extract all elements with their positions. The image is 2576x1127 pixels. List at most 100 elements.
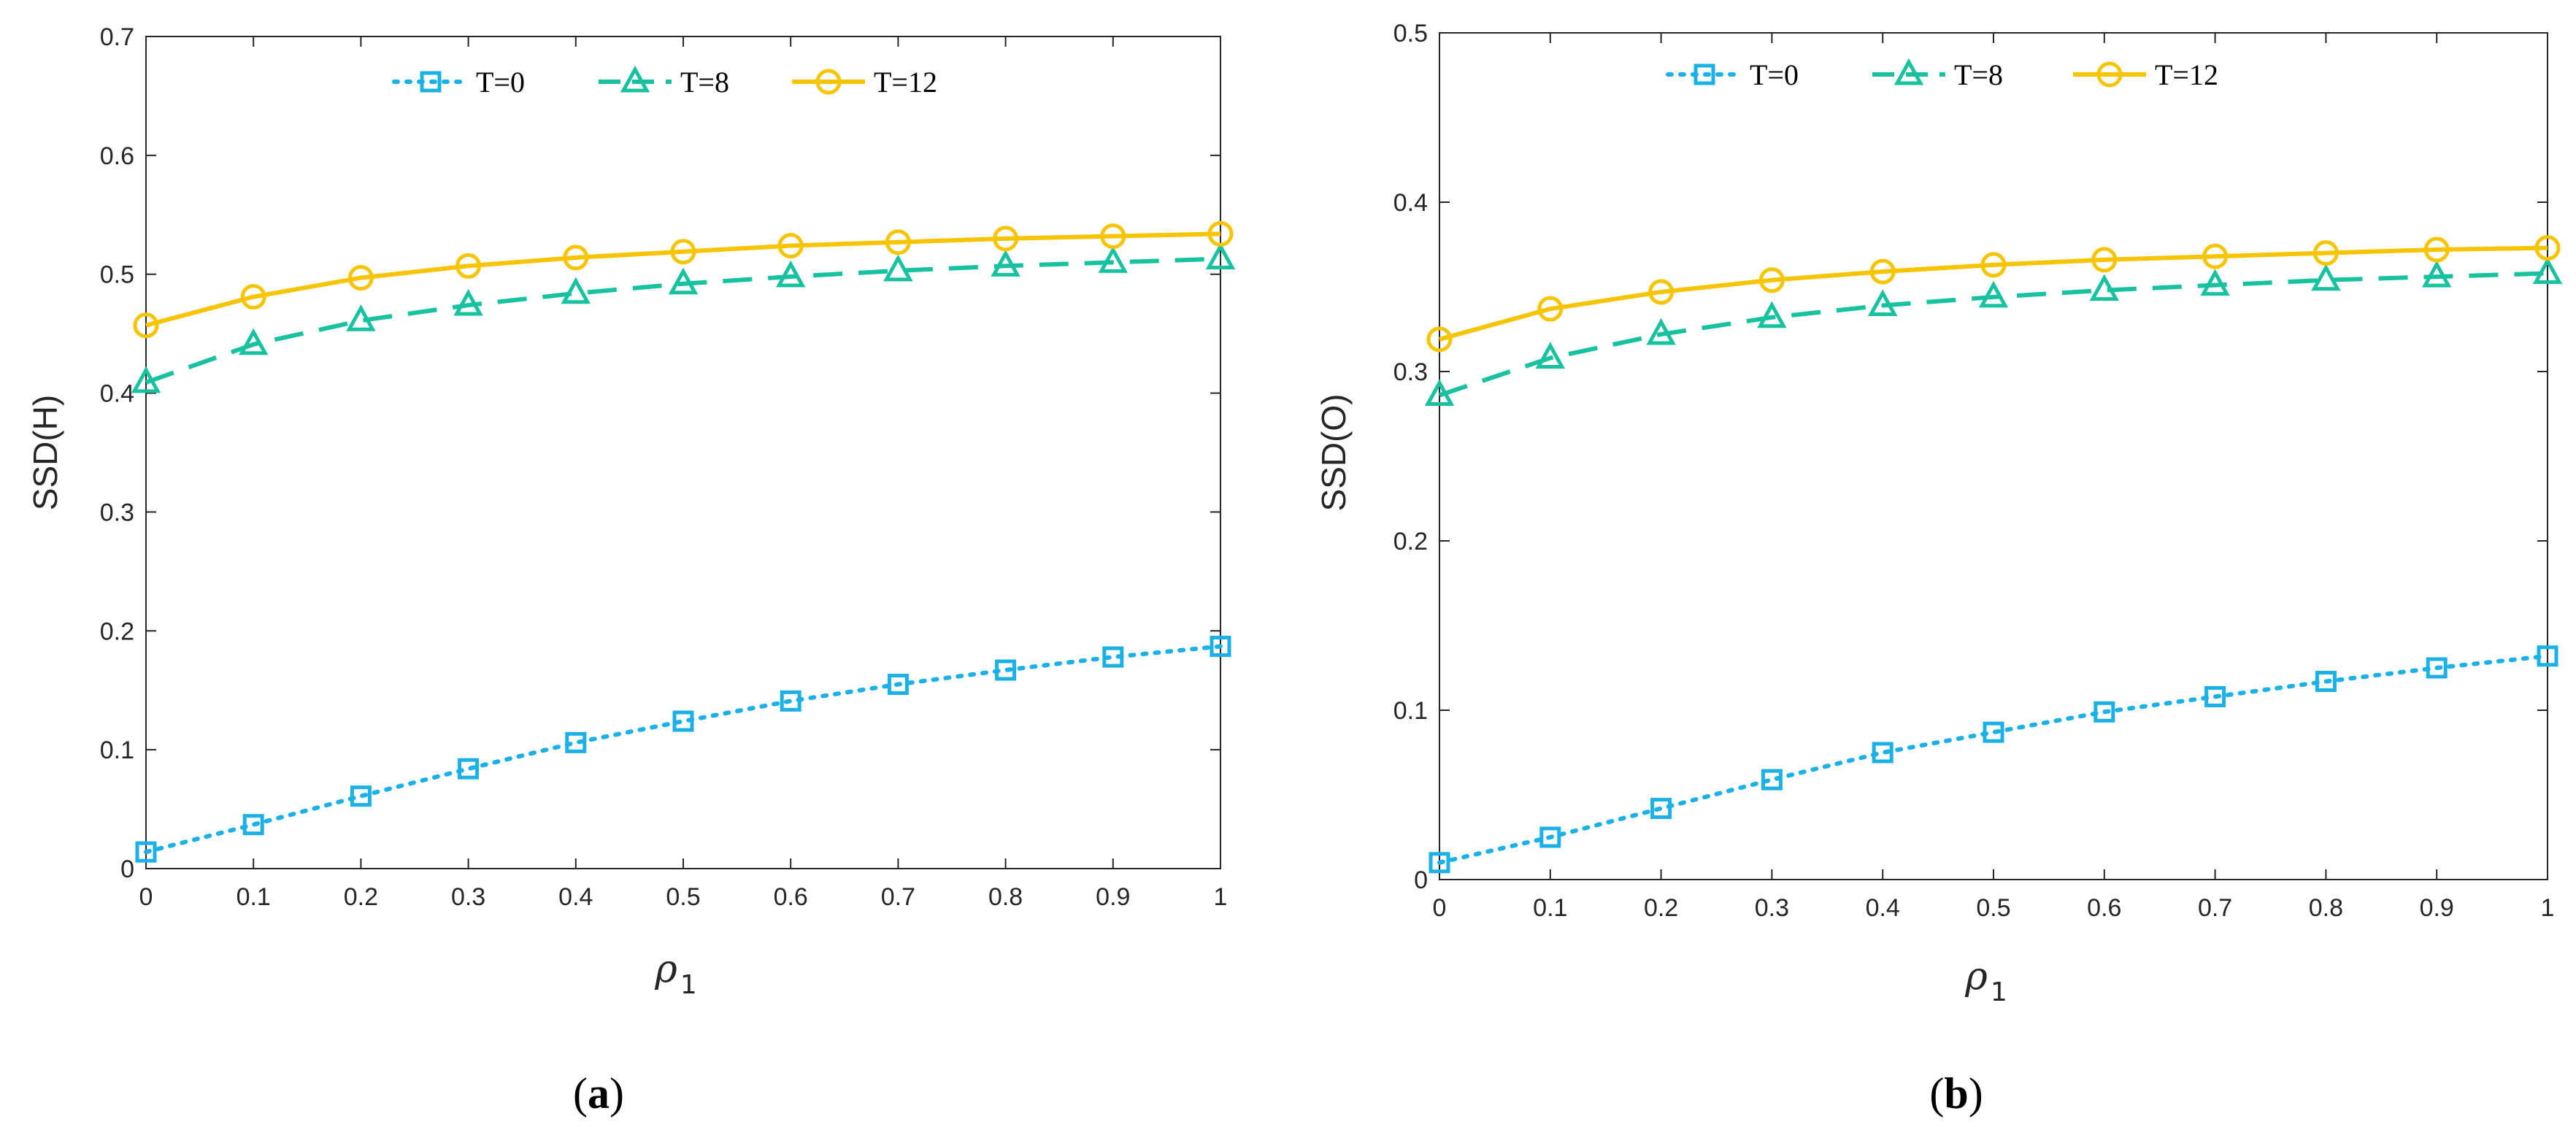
data-point: [1102, 646, 1124, 668]
data-point: [346, 304, 376, 331]
data-point: [2312, 240, 2339, 266]
data-point: [1539, 826, 1561, 848]
data-point: [2091, 247, 2118, 273]
x-tick-label: 0.5: [1976, 894, 2010, 922]
series-t-0: [135, 635, 1231, 863]
data-point: [2200, 269, 2230, 296]
caption: (b): [1929, 1069, 1983, 1118]
data-point: [2423, 236, 2450, 263]
x-axis-label-symbol: ρ: [1964, 955, 1988, 999]
data-point: [1207, 220, 1234, 247]
data-point: [2311, 264, 2341, 291]
series-t-8: [1424, 257, 2563, 406]
legend-marker: [620, 65, 650, 93]
data-point: [133, 312, 159, 339]
data-point: [780, 690, 801, 712]
series-line: [1439, 245, 2548, 342]
data-point: [2534, 235, 2561, 261]
data-point: [993, 226, 1019, 252]
x-tick-label: 0: [139, 883, 153, 911]
data-point: [242, 814, 264, 836]
data-point: [2426, 657, 2448, 679]
data-point: [1429, 852, 1450, 874]
x-tick-label: 0: [1433, 894, 1447, 922]
x-tick-label: 0.8: [988, 883, 1023, 911]
y-tick-label: 0.2: [1393, 528, 1428, 555]
x-tick-label: 0.7: [881, 883, 915, 911]
data-point: [1757, 301, 1787, 328]
data-point: [672, 710, 694, 732]
data-point: [1980, 252, 2007, 278]
data-point: [1424, 379, 1455, 406]
x-tick-label: 0.2: [344, 883, 378, 911]
y-tick-label: 0.5: [100, 261, 134, 289]
series-line: [145, 231, 1221, 328]
data-point: [1646, 318, 1676, 345]
legend-marker: [2096, 61, 2123, 88]
legend-marker: [420, 71, 442, 93]
data-point: [1867, 289, 1898, 317]
data-point: [885, 229, 911, 255]
x-tick-label: 0.6: [2087, 894, 2121, 922]
x-tick-label: 0.5: [666, 883, 700, 911]
series-t-8: [131, 242, 1236, 393]
data-point: [1098, 246, 1129, 273]
legend: T=0 T=8 T=12: [1666, 58, 2218, 91]
caption-close-paren: ): [610, 1069, 624, 1118]
data-point: [561, 277, 591, 304]
data-point: [563, 245, 589, 271]
data-point: [1761, 769, 1783, 791]
caption-open-paren: (: [1929, 1069, 1944, 1118]
series-line: [1437, 653, 2550, 865]
x-tick-label: 0.8: [2309, 894, 2343, 922]
data-point: [2202, 243, 2229, 269]
x-tick-label: 0.1: [237, 883, 271, 911]
data-point: [2204, 685, 2226, 707]
axes-box: [145, 36, 1221, 869]
data-point: [670, 239, 696, 265]
y-tick-label: 0: [120, 855, 134, 883]
data-point: [347, 265, 374, 291]
data-point: [2532, 257, 2563, 284]
legend-marker: [815, 69, 842, 95]
data-point: [1535, 342, 1566, 369]
data-point: [1650, 798, 1672, 820]
y-tick-label: 0.5: [1393, 20, 1428, 47]
x-axis-label-subscript: 1: [680, 970, 697, 1000]
y-tick-label: 0.2: [100, 618, 134, 645]
x-tick-label: 0.4: [1866, 894, 1900, 922]
series-t-0: [1429, 645, 2558, 874]
data-point: [1978, 280, 2009, 308]
data-point: [887, 674, 909, 696]
y-tick-label: 0.1: [100, 736, 134, 764]
data-point: [455, 253, 482, 279]
data-point: [135, 841, 157, 863]
x-tick-label: 0.3: [1755, 894, 1789, 922]
series-t-12: [1426, 235, 2561, 353]
data-point: [1210, 635, 1231, 657]
data-point: [238, 328, 269, 355]
data-point: [775, 260, 806, 288]
data-point: [2089, 274, 2120, 301]
y-axis-label: SSD(H): [26, 395, 64, 510]
y-tick-label: 0.1: [1393, 697, 1428, 725]
legend-label: T=0: [1750, 58, 1799, 91]
data-point: [565, 731, 587, 753]
x-tick-label: 0.6: [774, 883, 808, 911]
axes-box: [1439, 32, 2548, 880]
legend-label: T=12: [874, 66, 937, 99]
data-point: [240, 284, 266, 310]
data-point: [1537, 296, 1564, 322]
series-line: [144, 644, 1223, 855]
data-point: [350, 785, 372, 807]
x-tick-label: 0.4: [558, 883, 593, 911]
series-line: [145, 256, 1221, 385]
legend-label: T=8: [1954, 58, 2003, 91]
data-point: [1983, 721, 2004, 743]
data-point: [453, 288, 483, 316]
data-point: [458, 758, 480, 780]
y-tick-label: 0: [1414, 866, 1428, 894]
legend: T=0 T=8 T=12: [392, 65, 937, 99]
